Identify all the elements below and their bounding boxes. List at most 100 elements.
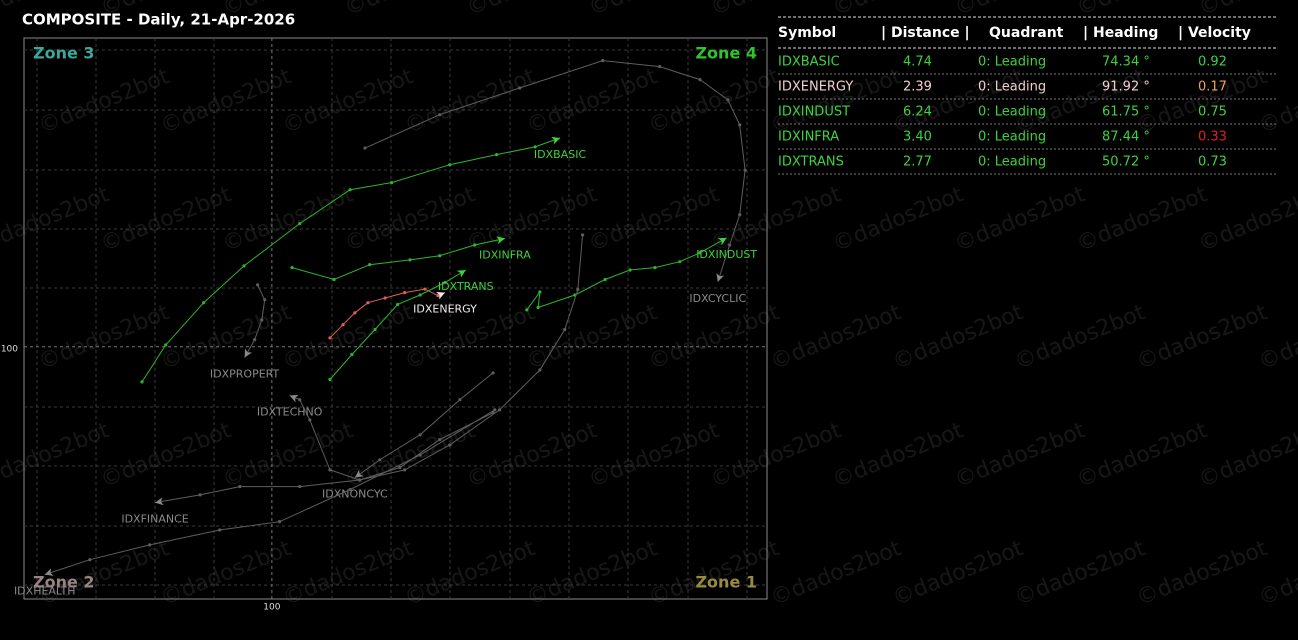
table-cell: 6.24 bbox=[903, 105, 932, 120]
trail-head bbox=[436, 292, 446, 300]
table-cell: 0: Leading bbox=[978, 130, 1046, 145]
table-cell: IDXINDUST bbox=[778, 105, 850, 120]
trail-point bbox=[332, 277, 336, 282]
trail-point bbox=[383, 296, 387, 300]
table-cell: 0.73 bbox=[1198, 155, 1227, 170]
table-cell: 4.74 bbox=[903, 55, 932, 70]
table-cell: 0: Leading bbox=[978, 55, 1046, 70]
trail-point bbox=[164, 343, 168, 347]
trail-head bbox=[456, 270, 466, 278]
trail-point bbox=[263, 298, 267, 302]
table-cell: 61.75 ° bbox=[1102, 105, 1150, 120]
table-cell: 87.44 ° bbox=[1102, 130, 1150, 145]
trail-point bbox=[525, 308, 529, 312]
table-header: | Heading bbox=[1083, 25, 1158, 41]
trail-point bbox=[538, 290, 542, 294]
table-cell: IDXTRANS bbox=[778, 155, 844, 170]
table-cell: 0: Leading bbox=[978, 155, 1046, 170]
zone-label: Zone 3 bbox=[33, 44, 95, 63]
trail-point bbox=[458, 398, 462, 402]
trail-point bbox=[308, 418, 312, 422]
trail bbox=[154, 412, 494, 504]
series-label: IDXENERGY bbox=[413, 303, 477, 316]
trail bbox=[44, 409, 496, 576]
trail-point bbox=[373, 327, 377, 332]
trail-point bbox=[298, 484, 302, 489]
trail-point bbox=[533, 145, 537, 149]
trail-point bbox=[256, 283, 260, 287]
trail-point bbox=[576, 288, 580, 292]
trail-point bbox=[728, 243, 732, 247]
series-label: IDXPROPERT bbox=[210, 367, 280, 380]
trail-point bbox=[438, 254, 442, 258]
trail-point bbox=[253, 338, 257, 342]
trail-point bbox=[738, 123, 742, 127]
trail-head bbox=[289, 394, 299, 403]
trail-point bbox=[491, 411, 495, 415]
trail-point bbox=[448, 443, 452, 447]
trail-point bbox=[341, 323, 345, 327]
series-label: IDXTECHNO bbox=[257, 406, 323, 419]
table-cell: IDXINFRA bbox=[778, 130, 839, 145]
trail-point bbox=[298, 222, 302, 226]
trail-point bbox=[418, 453, 422, 457]
trail bbox=[289, 234, 584, 481]
table-header: | Velocity bbox=[1178, 25, 1251, 41]
trail-point bbox=[290, 266, 294, 270]
trail-point bbox=[443, 280, 447, 285]
table: Symbol | Distance | Quadrant | Heading | Vel… bbox=[778, 16, 1277, 175]
trail-point bbox=[403, 291, 407, 295]
trail-point bbox=[495, 153, 499, 157]
trail-point bbox=[328, 377, 332, 382]
trail-point bbox=[260, 318, 264, 322]
table-cell: 2.39 bbox=[903, 80, 932, 95]
table-cell: 2.77 bbox=[903, 155, 932, 170]
plot-area: 100 100 Zone 3 Zone 4 Zone 2 Zone 1 IDXBASIC ID… bbox=[1, 38, 767, 613]
trail-point bbox=[580, 233, 585, 237]
zone-label: Zone 4 bbox=[695, 44, 757, 63]
trail-point bbox=[448, 163, 452, 167]
trail-point bbox=[418, 433, 422, 437]
plot-frame bbox=[23, 37, 768, 600]
table-cell: 0: Leading bbox=[978, 80, 1046, 95]
series-label: IDXINFRA bbox=[479, 248, 531, 261]
trail-point bbox=[398, 465, 402, 470]
table-header: Symbol bbox=[778, 25, 836, 41]
trail-point bbox=[238, 484, 242, 489]
trail-point bbox=[148, 543, 152, 547]
x-tick-label: 100 bbox=[263, 603, 280, 613]
trail-point bbox=[497, 408, 502, 412]
trail-point bbox=[198, 493, 202, 497]
trail-point bbox=[628, 268, 632, 272]
trail bbox=[526, 237, 727, 311]
trail-point bbox=[353, 311, 357, 315]
trail-point bbox=[603, 277, 607, 282]
table-cell: 74.34 ° bbox=[1102, 55, 1150, 70]
trail-head bbox=[244, 348, 253, 358]
trail-point bbox=[418, 293, 422, 297]
trail-point bbox=[358, 478, 362, 482]
grid-background bbox=[24, 38, 767, 599]
table-header: | Distance | bbox=[881, 25, 970, 41]
trail-point bbox=[438, 113, 442, 117]
trail-point bbox=[491, 371, 495, 375]
table-cell: 3.40 bbox=[903, 130, 932, 145]
trail-head bbox=[354, 469, 364, 478]
trail-point bbox=[202, 301, 206, 305]
trail-point bbox=[218, 528, 222, 532]
table-cell: 0.33 bbox=[1198, 130, 1227, 145]
trail-point bbox=[743, 168, 747, 172]
trail-point bbox=[698, 78, 702, 82]
trail-point bbox=[726, 98, 730, 102]
trail-point bbox=[563, 327, 567, 332]
series-label: IDXFINANCE bbox=[121, 513, 188, 526]
table-cell: 91.92 ° bbox=[1102, 80, 1150, 95]
trail-point bbox=[350, 352, 354, 357]
trail-point bbox=[438, 437, 442, 442]
trail-point bbox=[738, 213, 742, 217]
trail-point bbox=[436, 293, 440, 298]
trail-point bbox=[298, 398, 302, 402]
trail-point bbox=[493, 408, 497, 412]
